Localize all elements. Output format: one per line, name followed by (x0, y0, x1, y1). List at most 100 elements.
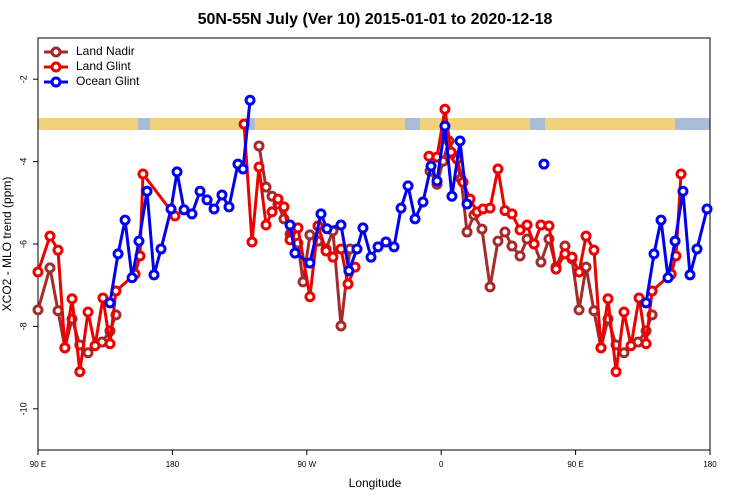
point (648, 248, 660, 260)
point (320, 245, 332, 257)
point (327, 251, 339, 263)
point (521, 219, 533, 231)
point (514, 250, 526, 262)
point (223, 201, 235, 213)
point (655, 214, 667, 226)
point (216, 189, 228, 201)
point (289, 247, 301, 259)
point (343, 265, 355, 277)
point (208, 203, 220, 215)
point (550, 263, 562, 275)
point (74, 366, 86, 378)
point (82, 347, 94, 359)
point (89, 340, 101, 352)
x-tick-label: 0 (439, 460, 444, 469)
point (669, 235, 681, 247)
point (677, 185, 689, 197)
point (618, 347, 630, 359)
y-tick-label: -4 (18, 158, 28, 166)
point (691, 243, 703, 255)
point (580, 230, 592, 242)
point (335, 320, 347, 332)
point (484, 202, 496, 214)
point (701, 203, 713, 215)
point (492, 163, 504, 175)
point (133, 235, 145, 247)
point (610, 366, 622, 378)
point (506, 208, 518, 220)
point (351, 243, 363, 255)
point (625, 340, 637, 352)
point (528, 238, 540, 250)
point (573, 266, 585, 278)
chart-title: 50N-55N July (Ver 10) 2015-01-01 to 2020… (198, 11, 553, 28)
y-tick-label: -2 (18, 75, 28, 83)
point (66, 293, 78, 305)
point (315, 208, 327, 220)
point (640, 338, 652, 350)
legend-marker (50, 76, 62, 88)
point (97, 292, 109, 304)
point (538, 158, 550, 170)
x-tick-label: 90 E (30, 460, 46, 469)
point (304, 257, 316, 269)
point (365, 251, 377, 263)
point (82, 306, 94, 318)
point (588, 244, 600, 256)
x-axis-label: Longitude (349, 476, 402, 490)
point (278, 201, 290, 213)
point (126, 272, 138, 284)
point (476, 223, 488, 235)
point (492, 235, 504, 247)
point (201, 194, 213, 206)
point (380, 236, 392, 248)
point (372, 241, 384, 253)
point (439, 120, 451, 132)
point (304, 291, 316, 303)
point (253, 140, 265, 152)
point (461, 198, 473, 210)
point (633, 292, 645, 304)
point (44, 262, 56, 274)
point (342, 278, 354, 290)
point (112, 248, 124, 260)
point (446, 190, 458, 202)
point (409, 213, 421, 225)
point (484, 281, 496, 293)
y-tick-label: -6 (18, 240, 28, 248)
y-tick-label: -10 (18, 402, 28, 415)
point (573, 304, 585, 316)
point (388, 241, 400, 253)
x-tick-label: 180 (166, 460, 180, 469)
point (640, 297, 652, 309)
point (237, 163, 249, 175)
series-line (108, 100, 709, 304)
point (580, 261, 592, 273)
map-strip (38, 118, 710, 130)
point (137, 168, 149, 180)
point (52, 244, 64, 256)
point (618, 306, 630, 318)
point (148, 269, 160, 281)
legend-label: Land Glint (76, 59, 131, 73)
point (284, 219, 296, 231)
point (304, 229, 316, 241)
point (244, 94, 256, 106)
point (425, 160, 437, 172)
point (44, 230, 56, 242)
point (454, 135, 466, 147)
point (178, 204, 190, 216)
legend-label: Ocean Glint (76, 74, 140, 88)
point (272, 193, 284, 205)
point (543, 220, 555, 232)
point (104, 338, 116, 350)
point (104, 297, 116, 309)
legend-marker (50, 61, 62, 73)
point (357, 222, 369, 234)
point (141, 185, 153, 197)
point (260, 219, 272, 231)
point (535, 256, 547, 268)
point (675, 168, 687, 180)
